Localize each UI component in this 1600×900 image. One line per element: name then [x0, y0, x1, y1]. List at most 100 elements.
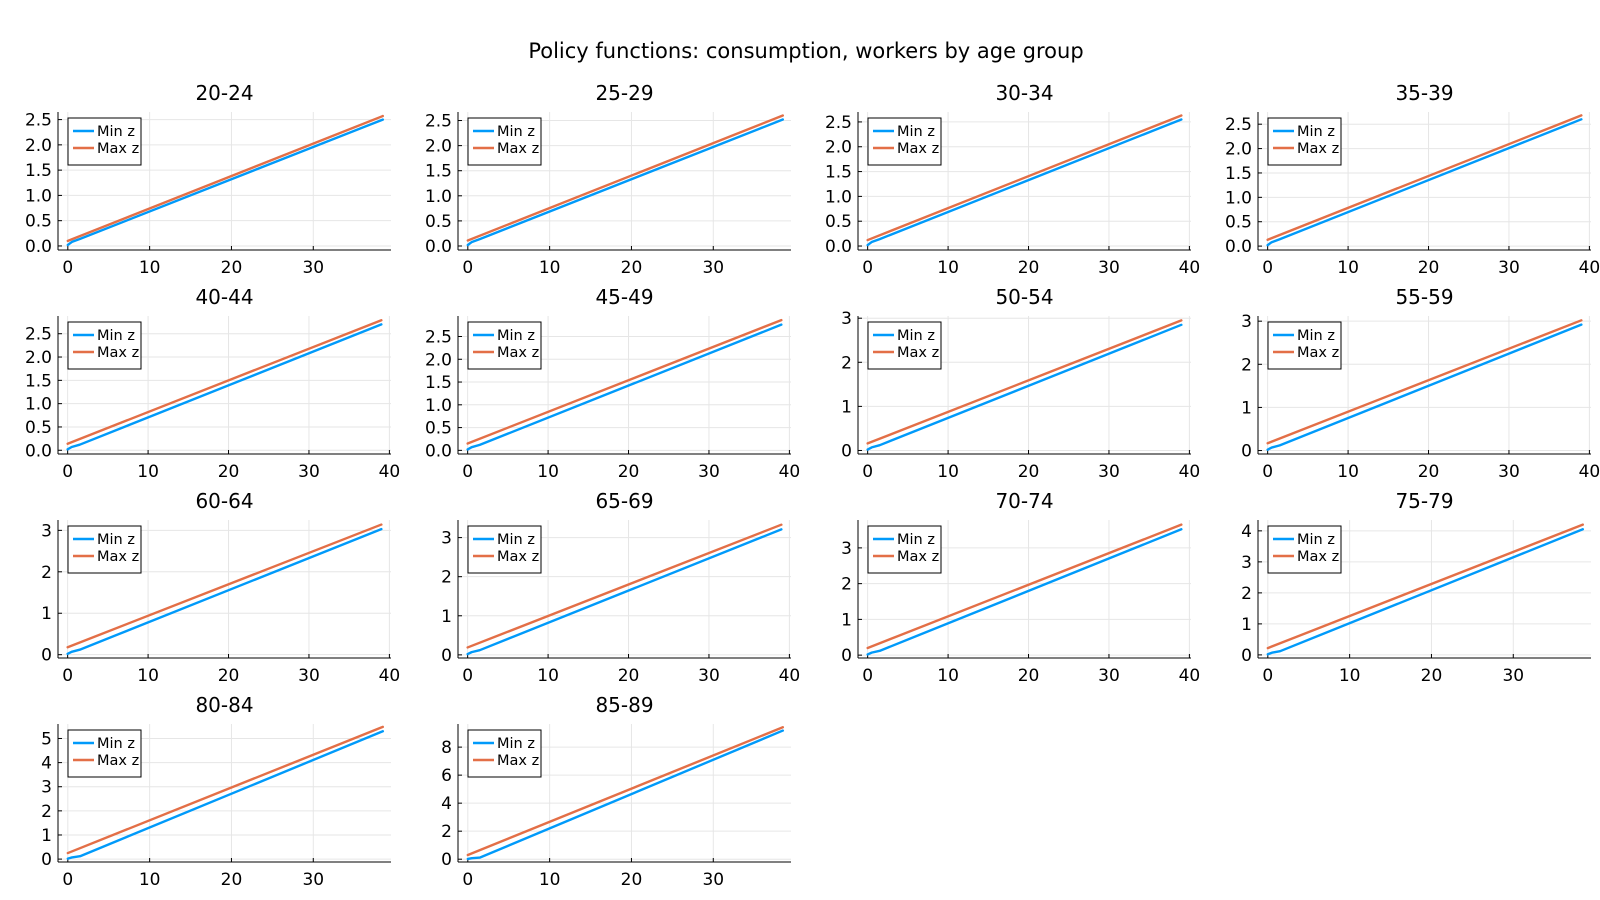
x-tick-label: 10: [539, 870, 561, 890]
y-tick-label: 2.5: [25, 111, 52, 131]
legend-box: [867, 117, 942, 166]
x-tick-label: 20: [621, 258, 643, 278]
y-tick-label: 0: [41, 646, 52, 666]
y-tick-label: 2: [841, 575, 852, 595]
x-tick-label: 20: [1418, 258, 1440, 278]
x-tick-label: 30: [1498, 462, 1520, 482]
x-tick-label: 10: [1337, 462, 1359, 482]
series-line-min-z: [66, 730, 385, 860]
x-tick-label: 10: [937, 666, 959, 686]
y-tick-label: 0.5: [425, 419, 452, 439]
y-tick-label: 0.0: [425, 237, 452, 257]
legend-box: [467, 117, 542, 166]
series-line-max-z: [66, 523, 383, 649]
y-tick-label: 3: [41, 778, 52, 798]
y-tick-label: 4: [1241, 522, 1252, 542]
series-line-min-z: [866, 528, 1183, 656]
x-tick-label: 40: [1579, 258, 1600, 278]
legend-label: Min z: [497, 124, 535, 140]
series-line-min-z: [1266, 118, 1583, 247]
y-tick-label: 0.0: [25, 441, 52, 461]
y-tick-label: 1.0: [25, 186, 52, 206]
legend-box: [1267, 525, 1342, 574]
x-tick-label: 10: [1337, 258, 1359, 278]
y-tick-label: 2: [441, 568, 452, 588]
subplot-title: 75-79: [1395, 489, 1453, 513]
legend-label: Max z: [497, 141, 539, 157]
y-tick-label: 0.5: [425, 212, 452, 232]
legend-box: [67, 525, 142, 574]
subplot-title: 55-59: [1395, 285, 1453, 309]
x-tick-label: 30: [702, 258, 724, 278]
subplot-45-49: 45-49 0 10 20 30 40 0.00.5 1.0 1.5 2.0 2.5 Min zMax…: [425, 285, 800, 482]
y-tick-label: 1.0: [425, 396, 452, 416]
y-tick-label: 6: [441, 766, 452, 786]
y-tick-label: 0.0: [825, 237, 852, 257]
y-tick-label: 2.0: [825, 138, 852, 158]
x-tick-label: 0: [462, 666, 473, 686]
x-tick-label: 10: [537, 666, 559, 686]
figure-title: Policy functions: consumption, workers b…: [528, 39, 1083, 63]
legend-box: [67, 729, 142, 778]
x-tick-label: 30: [702, 870, 724, 890]
y-tick-label: 2: [41, 563, 52, 583]
x-tick-label: 10: [137, 462, 159, 482]
x-tick-label: 0: [462, 870, 473, 890]
series-line-min-z: [466, 729, 785, 861]
subplot-title: 85-89: [595, 693, 653, 717]
legend-label: Min z: [97, 736, 135, 752]
legend-label: Min z: [97, 124, 135, 140]
subplot-30-34: 30-34 0 10 20 30 40 0.0 0.5 1.0 1.5 2.0 2.5 Min zMax…: [825, 81, 1200, 278]
series-line-min-z: [866, 323, 1183, 451]
subplot-title: 35-39: [1395, 81, 1453, 105]
y-tick-label: 2.5: [1225, 115, 1252, 135]
x-tick-label: 30: [1502, 666, 1524, 686]
x-tick-label: 20: [618, 462, 640, 482]
y-tick-label: 1: [41, 604, 52, 624]
y-tick-label: 1: [841, 610, 852, 630]
y-tick-label: 3: [841, 539, 852, 559]
legend-label: Max z: [1297, 345, 1339, 361]
legend-box: [67, 117, 142, 166]
subplot-title: 40-44: [195, 285, 253, 309]
x-tick-label: 20: [1418, 462, 1440, 482]
x-tick-label: 30: [1098, 462, 1120, 482]
y-tick-label: 0: [1241, 442, 1252, 462]
y-tick-label: 2.0: [425, 350, 452, 370]
y-tick-label: 2.5: [25, 325, 52, 345]
x-tick-label: 0: [62, 462, 73, 482]
legend-label: Min z: [497, 328, 535, 344]
legend-label: Max z: [1297, 549, 1339, 565]
series-line-max-z: [1266, 319, 1583, 445]
legend-label: Min z: [497, 532, 535, 548]
y-tick-label: 1.5: [25, 161, 52, 181]
series-line-max-z: [1266, 523, 1585, 650]
y-tick-label: 0: [41, 850, 52, 870]
legend-label: Min z: [1297, 532, 1335, 548]
x-tick-label: 30: [302, 258, 324, 278]
y-tick-label: 3: [41, 521, 52, 541]
y-tick-label: 2: [1241, 584, 1252, 604]
x-tick-label: 0: [462, 258, 473, 278]
series-line-max-z: [66, 319, 383, 445]
series-line-max-z: [866, 114, 1183, 242]
subplot-title: 45-49: [595, 285, 653, 309]
legend-label: Max z: [897, 141, 939, 157]
x-tick-label: 0: [862, 258, 873, 278]
series-line-min-z: [1266, 528, 1585, 656]
y-tick-label: 2.0: [425, 137, 452, 157]
x-tick-label: 40: [379, 666, 401, 686]
y-tick-label: 1: [1241, 615, 1252, 635]
y-tick-label: 2: [1241, 355, 1252, 375]
x-tick-label: 30: [698, 462, 720, 482]
subplot-title: 60-64: [195, 489, 253, 513]
legend-label: Min z: [97, 532, 135, 548]
x-tick-label: 10: [137, 666, 159, 686]
series-line-min-z: [1266, 323, 1583, 451]
y-tick-label: 2: [441, 822, 452, 842]
